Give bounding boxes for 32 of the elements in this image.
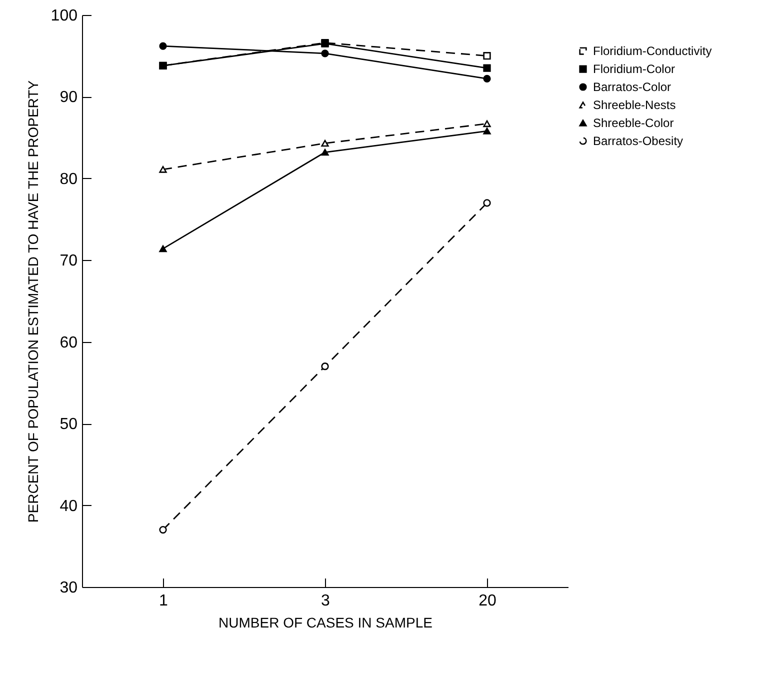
y-tick-label: 100 [50,8,78,24]
legend-label: Floridium-Conductivity [593,44,712,58]
point [321,362,329,370]
point [159,245,167,252]
point [483,64,491,72]
point [483,199,491,207]
x-tick-label: 3 [321,592,330,610]
point [321,140,329,147]
legend-label: Shreeble-Color [593,116,674,130]
legend-label: Barratos-Obesity [593,134,684,148]
point [483,128,491,134]
point [321,50,329,58]
x-tick-label: 1 [159,592,168,610]
y-tick-label: 40 [60,498,78,515]
x-axis-title: NUMBER OF CASES IN SAMPLE [218,614,432,630]
y-tick-label: 80 [60,170,78,188]
point [321,148,329,156]
y-tick-label: 50 [60,416,78,434]
point [159,42,167,50]
y-tick-label: 70 [60,252,78,270]
point [483,120,491,128]
legend-label: Shreeble-Nests [593,98,676,112]
y-tick-label: 30 [60,580,78,596]
x-tick-label: 20 [478,592,496,610]
point [159,526,167,534]
y-tick-label: 60 [60,334,78,352]
point [159,166,167,173]
y-tick-label: 90 [60,89,78,106]
legend-label: Barratos-Color [593,80,672,94]
y-axis-title: PERCENT OF POPULATION ESTIMATED TO HAVE THE PROPERTY [24,80,41,523]
point [483,74,491,83]
legend-label: Floridium-Color [593,62,676,76]
